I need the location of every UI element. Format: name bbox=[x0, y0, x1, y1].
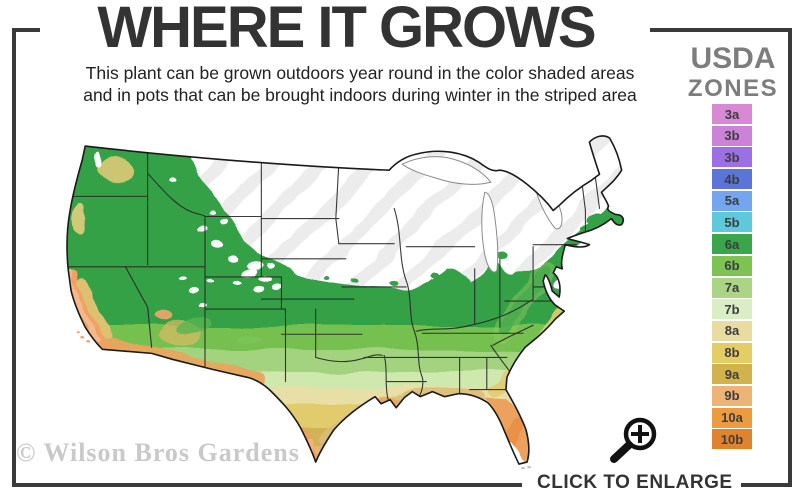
zone-swatch-10b: 10b bbox=[712, 429, 752, 450]
legend-heading: USDA ZONES bbox=[676, 44, 790, 101]
watermark: © Wilson Bros Gardens bbox=[16, 438, 300, 467]
frame-left bbox=[12, 28, 16, 487]
zone-swatch-3a: 3a bbox=[712, 104, 752, 124]
page-title: WHERE IT GROWS bbox=[97, 0, 596, 60]
zone-swatch-4a: 3b bbox=[712, 147, 752, 168]
zoom-in-icon[interactable] bbox=[606, 412, 662, 468]
state-borders bbox=[67, 149, 601, 403]
frame-bottom-left bbox=[12, 483, 522, 487]
us-map-outline bbox=[66, 135, 625, 465]
subtitle-line-2: and in pots that can be brought indoors … bbox=[83, 84, 637, 105]
zone-swatch-10a: 10a bbox=[712, 407, 752, 428]
zone-swatch-5a: 5a bbox=[712, 190, 752, 211]
subtitle: This plant can be grown outdoors year ro… bbox=[58, 63, 662, 107]
zone-legend: 3a 3b 3b 4b 5a 5b 6a 6b 7a 7b 8a 8b 9a 9… bbox=[712, 104, 752, 451]
zone-swatch-9b: 9b bbox=[712, 385, 752, 406]
zone-swatch-9a: 9a bbox=[712, 364, 752, 385]
zone-swatch-4b: 4b bbox=[712, 169, 752, 190]
subtitle-line-1: This plant can be grown outdoors year ro… bbox=[85, 63, 635, 83]
lake-superior bbox=[401, 156, 492, 185]
zone-swatch-3b: 3b bbox=[712, 125, 752, 146]
legend-heading-zones: ZONES bbox=[687, 75, 779, 102]
zone-swatch-6b: 6b bbox=[712, 255, 752, 276]
zone-swatch-5b: 5b bbox=[712, 212, 752, 233]
frame-top-left bbox=[12, 28, 40, 32]
legend-heading-usda: USDA bbox=[690, 42, 776, 75]
zone-swatch-8a: 8a bbox=[712, 320, 752, 341]
frame-right bbox=[788, 28, 792, 487]
lake-ontario bbox=[574, 236, 609, 253]
zone-swatch-7b: 7b bbox=[712, 299, 752, 320]
zone-swatch-7a: 7a bbox=[712, 277, 752, 298]
us-zone-map[interactable] bbox=[52, 116, 676, 472]
zone-swatch-8b: 8b bbox=[712, 342, 752, 363]
click-to-enlarge-label[interactable]: CLICK TO ENLARGE bbox=[537, 472, 733, 493]
zone-swatch-6a: 6a bbox=[712, 234, 752, 255]
lake-michigan bbox=[481, 191, 499, 273]
frame-bottom-right bbox=[741, 483, 792, 487]
offshore-islands bbox=[76, 331, 532, 470]
frame-top-right bbox=[650, 28, 792, 32]
